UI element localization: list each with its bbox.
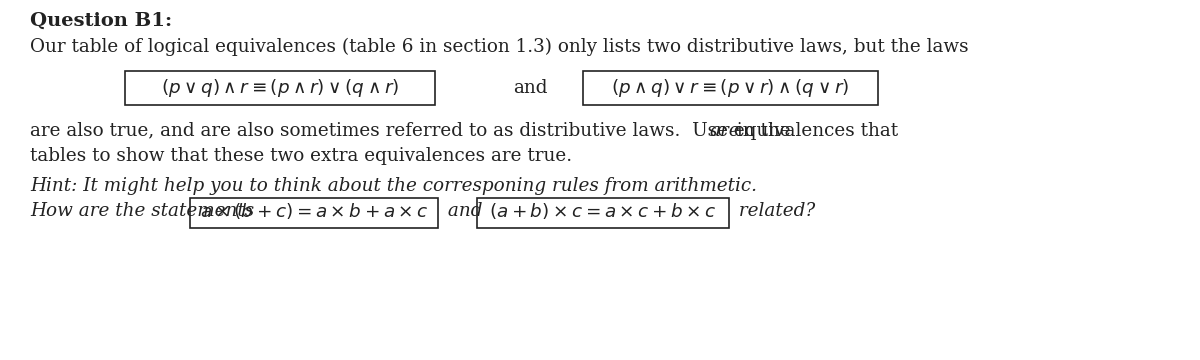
Bar <box>582 71 877 105</box>
Text: $(p \vee q) \wedge r \equiv (p \wedge r) \vee (q \wedge r)$: $(p \vee q) \wedge r \equiv (p \wedge r)… <box>161 77 400 99</box>
Text: $\mathit{(a + b) \times c = a \times c + b \times c}$: $\mathit{(a + b) \times c = a \times c +… <box>490 201 716 221</box>
Bar <box>125 71 436 105</box>
Text: $\mathit{a \times (b + c) = a \times b + a \times c}$: $\mathit{a \times (b + c) = a \times b +… <box>200 201 428 221</box>
Text: tables to show that these two extra equivalences are true.: tables to show that these two extra equi… <box>30 147 572 165</box>
Text: are also true, and are also sometimes referred to as distributive laws.  Use equ: are also true, and are also sometimes re… <box>30 122 904 140</box>
Text: Our table of logical equivalences (table 6 in section 1.3) only lists two distri: Our table of logical equivalences (table… <box>30 38 968 56</box>
Text: and: and <box>443 202 488 220</box>
Text: related?: related? <box>733 202 816 220</box>
Text: Hint: It might help you to think about the corresponing rules from arithmetic.: Hint: It might help you to think about t… <box>30 177 757 195</box>
Text: are: are <box>709 122 740 140</box>
Bar <box>191 198 438 228</box>
Text: in the: in the <box>731 122 791 140</box>
Text: $(p \wedge q) \vee r \equiv (p \vee r) \wedge (q \vee r)$: $(p \wedge q) \vee r \equiv (p \vee r) \… <box>611 77 850 99</box>
Text: and: and <box>512 79 547 97</box>
Text: Question B1:: Question B1: <box>30 12 172 30</box>
Bar <box>478 198 730 228</box>
Text: How are the statements: How are the statements <box>30 202 260 220</box>
